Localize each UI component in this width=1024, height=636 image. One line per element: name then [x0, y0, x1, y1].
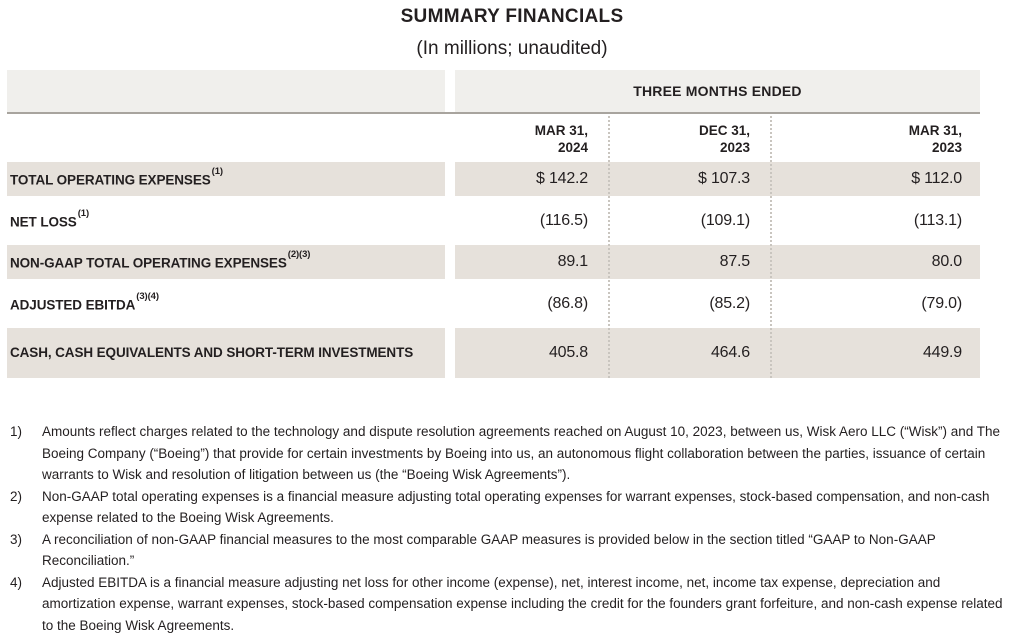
footnote-number: 2)	[10, 486, 42, 529]
table-row-net-loss: NET LOSS(1) (116.5) (109.1) (113.1)	[7, 196, 980, 245]
page-title: SUMMARY FINANCIALS	[0, 6, 1024, 28]
value-cell: $ 142.2	[455, 162, 608, 196]
dotted-column-separator	[770, 116, 772, 378]
column-header-dec-31-2023: DEC 31, 2023	[608, 114, 770, 162]
date-row-label-spacer	[7, 114, 445, 162]
footnote-number: 3)	[10, 529, 42, 572]
page-subtitle: (In millions; unaudited)	[0, 38, 1024, 60]
table-row-cash-and-short-term-investments: CASH, CASH EQUIVALENTS AND SHORT-TERM IN…	[7, 328, 980, 378]
column-header-mar-31-2023: MAR 31, 2023	[770, 114, 980, 162]
table-row-non-gaap-total-operating-expenses: NON-GAAP TOTAL OPERATING EXPENSES(2)(3) …	[7, 245, 980, 279]
footnote-3: 3) A reconciliation of non-GAAP financia…	[10, 529, 1015, 572]
value-cell: 80.0	[770, 245, 980, 279]
value-cell: (113.1)	[770, 212, 980, 230]
table-row-total-operating-expenses: TOTAL OPERATING EXPENSES(1) $ 142.2 $ 10…	[7, 162, 980, 196]
value-cell: (116.5)	[455, 212, 608, 230]
footnote-text: Amounts reflect charges related to the t…	[42, 421, 1015, 486]
table-header-band: THREE MONTHS ENDED	[7, 70, 980, 114]
row-label: NON-GAAP TOTAL OPERATING EXPENSES(2)(3)	[7, 245, 445, 279]
value-cell: 405.8	[455, 328, 608, 378]
table-row-adjusted-ebitda: ADJUSTED EBITDA(3)(4) (86.8) (85.2) (79.…	[7, 279, 980, 328]
value-cell: $ 112.0	[770, 162, 980, 196]
footnote-number: 4)	[10, 572, 42, 636]
value-cell: 464.6	[608, 328, 770, 378]
row-label: NET LOSS(1)	[7, 211, 445, 231]
value-cell: (79.0)	[770, 295, 980, 313]
footnote-1: 1) Amounts reflect charges related to th…	[10, 421, 1015, 486]
footnotes: 1) Amounts reflect charges related to th…	[10, 421, 1015, 636]
date-column-headers: MAR 31, 2024 DEC 31, 2023 MAR 31, 2023	[7, 114, 980, 162]
footnote-marker: (1)	[78, 208, 89, 219]
footnote-text: Adjusted EBITDA is a financial measure a…	[42, 572, 1015, 636]
header-band-gap	[445, 70, 455, 112]
value-cell: 87.5	[608, 245, 770, 279]
value-cell: (86.8)	[455, 295, 608, 313]
value-cell: (85.2)	[608, 295, 770, 313]
value-cell: (109.1)	[608, 212, 770, 230]
value-cell: 449.9	[770, 328, 980, 378]
footnote-text: A reconciliation of non-GAAP financial m…	[42, 529, 1015, 572]
footnote-marker: (3)(4)	[136, 291, 159, 302]
footnote-marker: (2)(3)	[288, 249, 311, 260]
dotted-column-separator	[608, 116, 610, 378]
summary-financials-table: THREE MONTHS ENDED MAR 31, 2024 DEC 31, …	[7, 70, 980, 378]
footnote-text: Non-GAAP total operating expenses is a f…	[42, 486, 1015, 529]
footnote-4: 4) Adjusted EBITDA is a financial measur…	[10, 572, 1015, 636]
row-label: TOTAL OPERATING EXPENSES(1)	[7, 162, 445, 196]
header-band-left	[7, 70, 445, 112]
value-cell: 89.1	[455, 245, 608, 279]
footnote-marker: (1)	[212, 166, 223, 177]
column-header-mar-31-2024: MAR 31, 2024	[455, 114, 608, 162]
row-label: CASH, CASH EQUIVALENTS AND SHORT-TERM IN…	[7, 328, 445, 378]
three-months-ended-header: THREE MONTHS ENDED	[455, 70, 980, 112]
footnote-2: 2) Non-GAAP total operating expenses is …	[10, 486, 1015, 529]
value-cell: $ 107.3	[608, 162, 770, 196]
row-label: ADJUSTED EBITDA(3)(4)	[7, 294, 445, 314]
footnote-number: 1)	[10, 421, 42, 486]
